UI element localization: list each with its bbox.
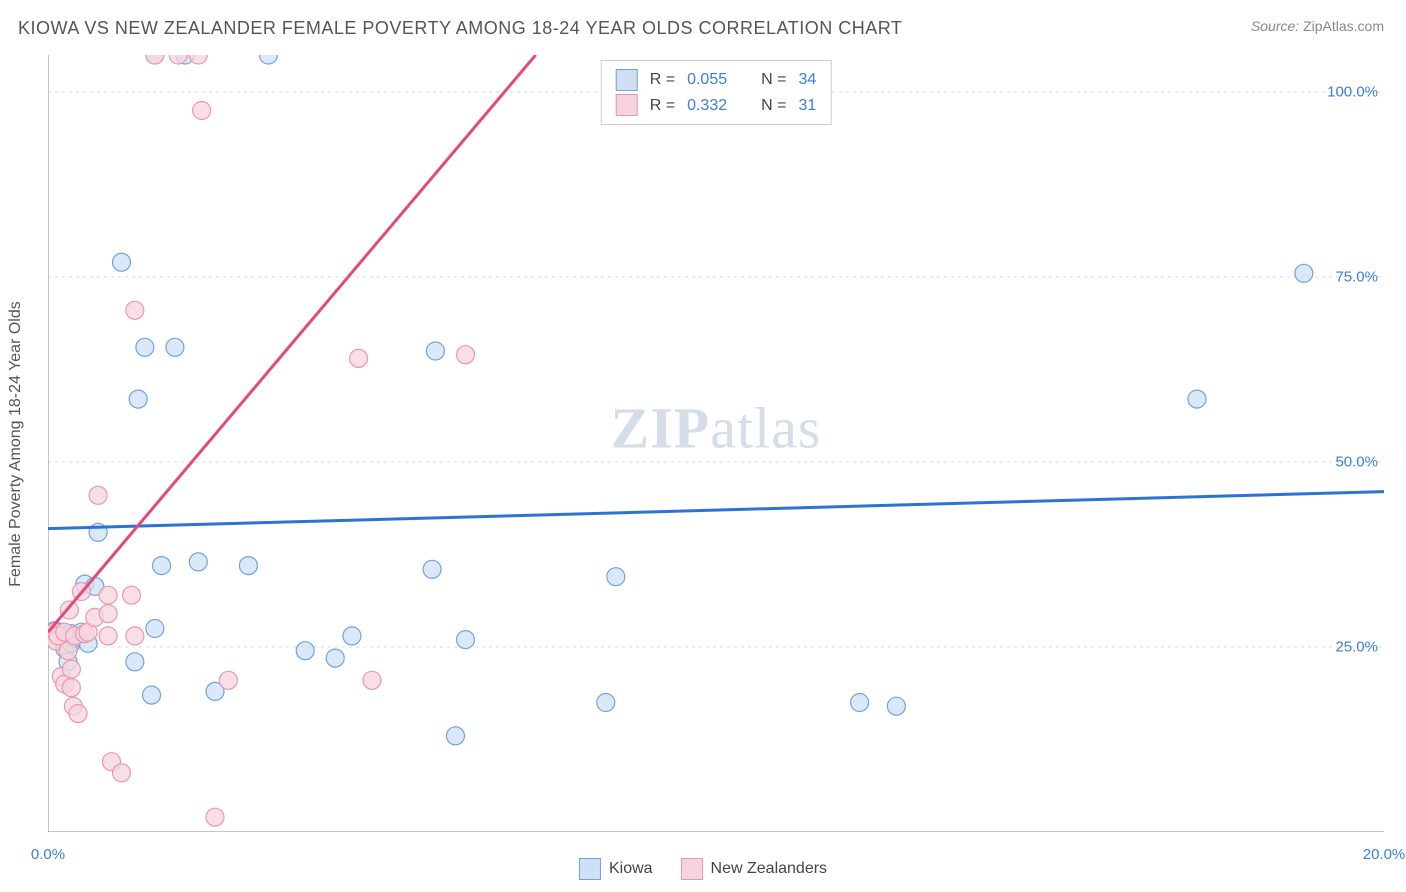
source-credit: Source: ZipAtlas.com [1251, 18, 1384, 34]
legend-swatch [579, 858, 601, 880]
axis-tick-label: 0.0% [31, 846, 65, 863]
legend-n-label: N = [761, 67, 786, 93]
axis-tick-label: 20.0% [1363, 846, 1406, 863]
legend-series-item: Kiowa [579, 858, 653, 880]
y-axis-label: Female Poverty Among 18-24 Year Olds [7, 301, 25, 587]
scatter-plot-svg [48, 55, 1384, 832]
chart-title: KIOWA VS NEW ZEALANDER FEMALE POVERTY AM… [18, 18, 902, 39]
legend-series-label: Kiowa [609, 860, 653, 878]
series-legend: Kiowa New Zealanders [579, 858, 827, 880]
legend-n-value: 31 [798, 93, 816, 119]
legend-swatch [681, 858, 703, 880]
axis-tick-label: 50.0% [1335, 454, 1378, 471]
legend-correlation-row: R = 0.332 N = 31 [616, 93, 817, 119]
legend-r-label: R = [650, 67, 675, 93]
legend-series-item: New Zealanders [681, 858, 828, 880]
legend-r-label: R = [650, 93, 675, 119]
legend-r-value: 0.055 [687, 67, 727, 93]
axis-tick-label: 100.0% [1327, 84, 1378, 101]
plot-area: Female Poverty Among 18-24 Year Olds ZIP… [48, 55, 1384, 832]
legend-swatch [616, 94, 638, 116]
legend-n-value: 34 [798, 67, 816, 93]
source-prefix: Source: [1251, 18, 1303, 34]
axis-tick-label: 25.0% [1335, 639, 1378, 656]
source-name: ZipAtlas.com [1303, 18, 1384, 34]
legend-r-value: 0.332 [687, 93, 727, 119]
legend-correlation-row: R = 0.055 N = 34 [616, 67, 817, 93]
legend-series-label: New Zealanders [711, 860, 828, 878]
legend-swatch [616, 69, 638, 91]
legend-n-label: N = [761, 93, 786, 119]
correlation-legend: R = 0.055 N = 34 R = 0.332 N = 31 [601, 60, 832, 125]
axis-tick-label: 75.0% [1335, 269, 1378, 286]
